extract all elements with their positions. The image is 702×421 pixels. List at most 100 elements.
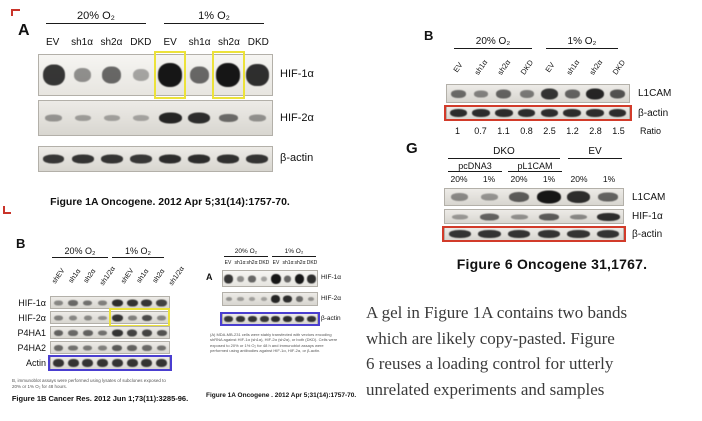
blot-band (259, 316, 269, 322)
blot-band (540, 109, 559, 117)
blot-band (536, 190, 561, 204)
blot-band (237, 297, 244, 301)
oxygen-group-label-1: 1% O₂ (164, 10, 264, 24)
lane-label: DKD (258, 260, 270, 266)
blot-band (586, 109, 604, 117)
blot-band (478, 230, 501, 238)
blot-band (225, 297, 233, 301)
blot-band (216, 63, 241, 87)
blot-band (104, 115, 120, 121)
blot-band (111, 299, 124, 306)
blot-band (217, 154, 240, 164)
blot-band (567, 191, 590, 203)
blot-band (448, 230, 472, 238)
figure-1a-oncogene-panel: A 20% O₂ 1% O₂ EV sh1α sh2α DKD EV sh1α sh2α DK… (10, 8, 355, 223)
yellow-highlight-box (211, 51, 245, 99)
blot-strip-hif2a (38, 100, 273, 136)
blot-band (74, 115, 91, 121)
blot-strip-hif1a (444, 209, 624, 224)
blot-strip-hif1a (222, 270, 318, 287)
blot-band (283, 295, 293, 303)
lane-label: EV (163, 37, 177, 48)
oxygen-group-label-1: 1% O₂ (112, 246, 164, 258)
blot-band (53, 344, 64, 351)
blot-band (538, 213, 559, 220)
blot-band (187, 112, 211, 124)
blot-band (509, 192, 530, 202)
figure-legend-note: B, immunoblot assays were performed usin… (12, 378, 166, 390)
lane-label: EV (46, 37, 60, 48)
blot-band (142, 344, 152, 351)
blot-band (189, 66, 209, 84)
row-label-hif1a: HIF-1α (18, 298, 46, 308)
blot-band (481, 193, 498, 201)
blot-band (517, 109, 536, 117)
ratio-value: 0.7 (474, 126, 487, 136)
lane-label: EV (224, 260, 232, 266)
lane-label: sh1α (71, 37, 94, 48)
blot-band (609, 89, 626, 98)
figure-1a-small-reproduction-panel: A 20% O₂ 1% O₂ EV sh1α sh2α DKD EV sh1α sh2α DK… (206, 246, 356, 416)
blot-band (608, 109, 627, 117)
panel-label-g: G (406, 140, 418, 157)
blot-band (224, 274, 234, 283)
blot-band (295, 296, 304, 302)
ratio-value: 1.2 (566, 126, 579, 136)
row-label-actin: Actin (25, 358, 46, 368)
blot-band (157, 315, 166, 320)
lane-label: sh2α (246, 260, 258, 266)
oxygen-group-label-20: 20% O₂ (46, 10, 146, 24)
blot-band (127, 344, 137, 351)
lane-label: sh1α (188, 37, 211, 48)
percent-label: 20% (510, 174, 528, 184)
panel-label-b: B (16, 236, 26, 251)
row-label-bactin: β-actin (638, 108, 669, 119)
lane-label: DKD (130, 37, 152, 48)
blot-band (42, 154, 65, 164)
blot-band (133, 115, 149, 121)
row-label-l1cam: L1CAM (632, 192, 666, 203)
blot-band (248, 275, 257, 282)
oxygen-percent-labels: 20% 1% 20% 1% 20% 1% (444, 174, 624, 184)
group-label-ev: EV (568, 146, 622, 159)
row-label-bactin: β-actin (632, 229, 663, 240)
oxygen-group-label-1: 1% O₂ (546, 36, 618, 49)
blot-band (187, 154, 211, 164)
blot-band (141, 329, 153, 336)
blot-band (261, 297, 268, 301)
blot-band (42, 64, 65, 86)
blot-band (74, 68, 92, 82)
blot-band (67, 359, 79, 367)
red-highlight-box (442, 226, 626, 242)
blot-band (111, 329, 123, 336)
blot-band (246, 154, 269, 164)
blot-strip-bactin (444, 105, 632, 121)
ratio-label: Ratio (640, 126, 662, 136)
blot-band (294, 273, 305, 284)
blot-band (249, 114, 266, 122)
row-label-hif1a: HIF-1α (280, 68, 314, 80)
figure-b-l1cam-panel: B 20% O₂ 1% O₂ EV sh1α sh2α DKD EV sh1α sh2α DK… (418, 26, 702, 140)
blot-band (112, 344, 123, 351)
blot-band (567, 230, 590, 238)
blot-band (102, 66, 122, 84)
blot-band (68, 329, 78, 336)
blot-band (83, 345, 93, 350)
blot-band (247, 316, 257, 322)
blot-band (53, 315, 63, 320)
figure-g-panel: G DKO EV pcDNA3 pL1CAM 20% 1% 20% 1% 20% 1% L… (402, 140, 702, 252)
figure-caption: Figure 1A Oncogene. 2012 Apr 5;31(14):17… (50, 196, 290, 208)
row-label-hif1a: HIF-1α (632, 211, 663, 222)
row-label-bactin: β-actin (280, 152, 314, 164)
blot-band (474, 90, 488, 97)
blot-band (141, 359, 153, 367)
blot-band (596, 212, 620, 221)
panel-label-b: B (424, 28, 434, 43)
lane-label: sh2α (217, 37, 240, 48)
blot-band (246, 64, 269, 86)
blot-band (53, 329, 64, 336)
ratio-value: 1.1 (497, 126, 510, 136)
blot-band (111, 359, 123, 367)
blot-band (472, 109, 490, 117)
blot-band (563, 109, 581, 117)
